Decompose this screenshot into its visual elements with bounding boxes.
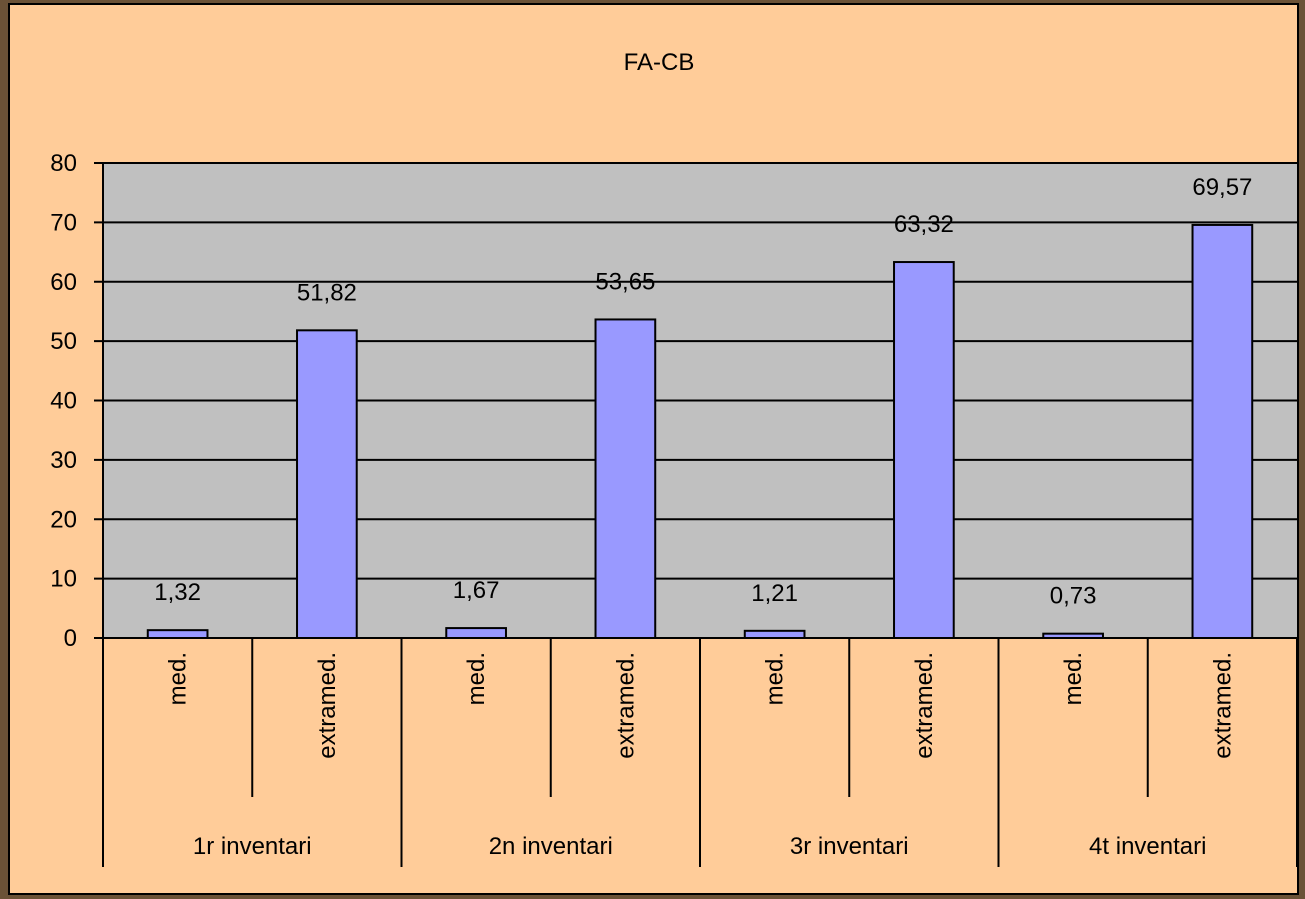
group-label: 4t inventari xyxy=(1089,833,1206,860)
group-label: 3r inventari xyxy=(790,833,909,860)
data-label: 1,32 xyxy=(154,579,201,606)
y-tick-label: 20 xyxy=(50,506,77,533)
y-tick-label: 50 xyxy=(50,328,77,355)
bar xyxy=(1191,223,1254,639)
bar xyxy=(594,318,657,639)
bar xyxy=(445,627,507,639)
bar xyxy=(893,261,955,639)
y-tick-label: 30 xyxy=(50,447,77,474)
category-label: med. xyxy=(1060,652,1087,705)
y-tick-label: 70 xyxy=(50,209,77,236)
bar xyxy=(146,629,209,639)
data-label: 53,65 xyxy=(595,268,655,295)
y-tick-label: 60 xyxy=(50,269,77,296)
group-label: 1r inventari xyxy=(193,833,312,860)
category-label: extramed. xyxy=(612,652,639,759)
data-label: 63,32 xyxy=(894,211,954,238)
y-tick-label: 0 xyxy=(64,625,77,652)
y-tick-label: 40 xyxy=(50,388,77,415)
category-label: extramed. xyxy=(1209,652,1236,759)
data-label: 69,57 xyxy=(1192,174,1252,201)
group-label: 2n inventari xyxy=(489,833,613,860)
y-tick-label: 10 xyxy=(50,566,77,593)
category-label: extramed. xyxy=(314,652,341,759)
bar xyxy=(296,329,358,639)
category-label: extramed. xyxy=(911,652,938,759)
plot-area: 0 10 20 30 40 50 60 70 80 1,32 51,82 1,67 53,65 1,21 6… xyxy=(50,150,1298,867)
bar xyxy=(743,629,806,639)
y-tick-label: 80 xyxy=(50,150,77,177)
data-label: 51,82 xyxy=(297,279,357,306)
data-label: 0,73 xyxy=(1050,583,1097,610)
data-label: 1,21 xyxy=(751,580,798,607)
data-label: 1,67 xyxy=(453,577,500,604)
category-label: med. xyxy=(762,652,789,705)
category-label: med. xyxy=(463,652,490,705)
chart-title: FA-CB xyxy=(624,49,695,76)
category-label: med. xyxy=(165,652,192,705)
